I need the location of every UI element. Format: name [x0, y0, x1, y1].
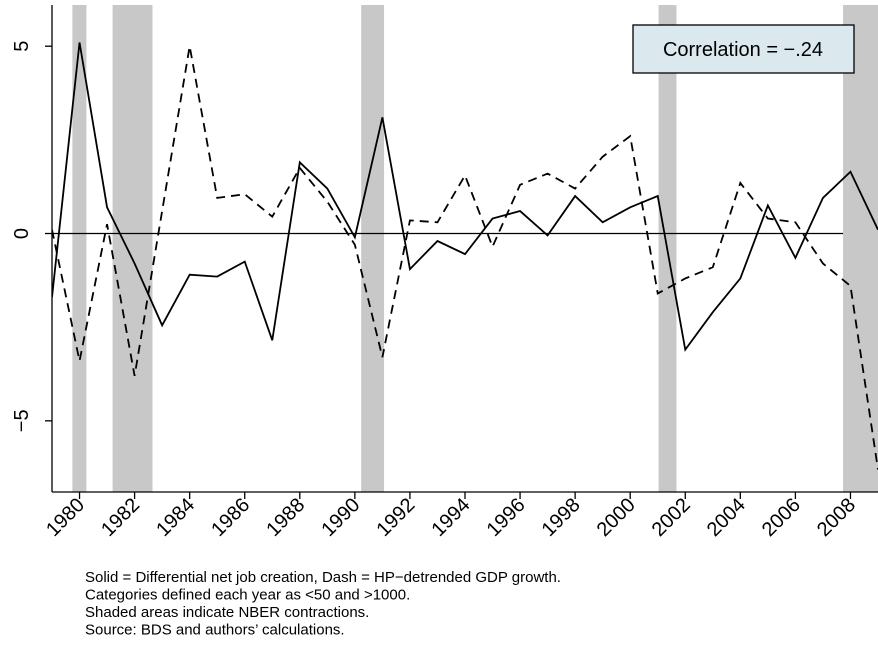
recession-band: [361, 5, 385, 492]
note: Categories defined each year as <50 and …: [85, 587, 410, 604]
annotation-box: [632, 24, 855, 74]
notes: Solid = Differential net job creation, D…: [85, 569, 561, 639]
series-line: [52, 46, 878, 470]
annotation: Correlation = −.24: [663, 39, 823, 61]
recession-band: [843, 5, 878, 492]
y-tick-label: 5: [11, 41, 33, 52]
note: Solid = Differential net job creation, D…: [85, 569, 561, 586]
y-tick-label: −5: [11, 409, 33, 432]
series-line: [52, 42, 878, 352]
note: Source: BDS and authors’ calculations.: [85, 622, 345, 639]
y-tick-label: 0: [11, 228, 33, 239]
note: Shaded areas indicate NBER contractions.: [85, 604, 369, 621]
recession-band: [112, 5, 153, 492]
recession-band: [72, 5, 87, 492]
